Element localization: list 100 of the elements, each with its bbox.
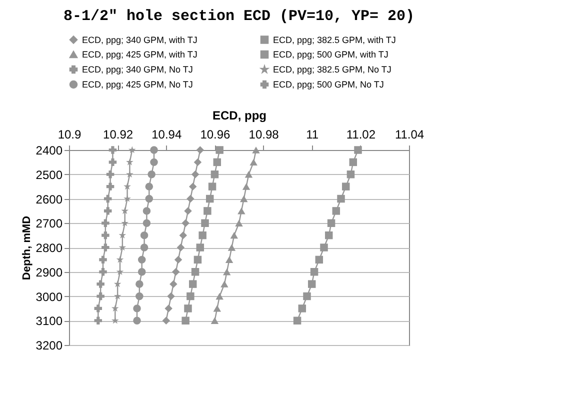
point (225, 256, 234, 264)
legend-label: ECD, ppg; 382.5 GPM, No TJ (273, 64, 392, 74)
point (140, 231, 148, 240)
x-tick-label: 10.9 (58, 128, 82, 142)
point (220, 280, 228, 288)
point (104, 194, 112, 203)
point (102, 244, 110, 252)
chart-title: 8-1/2" hole section ECD (PV=10, YP= 20) (63, 8, 415, 25)
point (191, 268, 200, 276)
point (126, 158, 134, 166)
legend-label: ECD, ppg; 425 GPM, No TJ (82, 80, 193, 90)
x-tick-label: 11 (306, 128, 319, 142)
y-tick-label: 2700 (36, 216, 63, 231)
point (210, 317, 219, 324)
point (94, 304, 102, 312)
y-tick-label: 3100 (36, 314, 63, 328)
point (216, 292, 224, 300)
point (99, 268, 107, 276)
point (320, 244, 328, 252)
point (208, 182, 216, 190)
point (332, 207, 340, 215)
point (102, 219, 110, 227)
point (308, 280, 316, 288)
legend-label: ECD, ppg; 425 GPM, with TJ (82, 50, 198, 60)
legend-label: ECD, ppg; 340 GPM, No TJ (82, 64, 193, 74)
point (106, 170, 114, 178)
point (167, 292, 175, 300)
point (140, 244, 148, 252)
point (142, 207, 151, 215)
point (162, 316, 170, 324)
point (174, 256, 182, 264)
x-tick-label: 10.96 (200, 128, 231, 142)
legend-label: ECD, ppg; 500 GPM, No TJ (273, 80, 384, 90)
point (194, 158, 202, 166)
point (172, 268, 180, 276)
point (179, 231, 188, 240)
point (94, 316, 102, 324)
point (176, 244, 185, 252)
point (201, 219, 209, 227)
point (182, 316, 190, 324)
point (128, 146, 136, 154)
x-tick-label: 10.92 (103, 128, 134, 142)
y-tick-label: 3000 (36, 290, 63, 304)
point (136, 280, 144, 288)
point (184, 207, 192, 215)
point (148, 170, 156, 178)
point (346, 170, 355, 178)
point (164, 304, 172, 312)
x-tick-label: 10.94 (152, 128, 182, 142)
point (342, 182, 350, 190)
point (228, 244, 236, 251)
point (238, 208, 246, 214)
point (196, 244, 204, 252)
point (116, 256, 124, 263)
legend-label: ECD, ppg; 500 GPM, with TJ (273, 50, 388, 60)
point (310, 268, 318, 276)
point (252, 146, 260, 154)
point (327, 219, 336, 227)
point (145, 194, 154, 203)
legend-label: ECD, ppg; 382.5 GPM, with TJ (273, 34, 396, 45)
point (303, 292, 311, 300)
point (108, 146, 117, 154)
y-tick-label: 2800 (36, 241, 63, 255)
point (126, 170, 134, 178)
point (242, 183, 250, 190)
point (114, 280, 122, 288)
point (106, 182, 114, 190)
point (184, 304, 192, 312)
y-tick-label: 2600 (36, 192, 63, 206)
point (349, 158, 358, 166)
y-tick-label: 2400 (36, 144, 63, 158)
x-tick-label: 10.98 (248, 128, 280, 142)
point (198, 231, 206, 240)
point (108, 158, 117, 166)
point (293, 316, 302, 324)
point (191, 170, 200, 178)
point (213, 158, 222, 166)
point (133, 304, 141, 312)
point (186, 292, 194, 300)
point (96, 280, 104, 288)
point (150, 146, 158, 154)
point (230, 232, 238, 239)
point (138, 268, 146, 276)
point (133, 316, 141, 324)
point (142, 219, 151, 227)
point (206, 194, 214, 203)
y-tick-label: 3200 (36, 338, 63, 352)
legend-label: ECD, ppg; 340 GPM, with TJ (82, 34, 198, 45)
x-tick-label: 11.02 (346, 128, 376, 142)
point (354, 146, 362, 154)
point (150, 158, 158, 166)
point (222, 268, 231, 276)
point (124, 182, 131, 190)
point (121, 207, 129, 214)
point (315, 256, 324, 264)
point (240, 195, 248, 202)
point (194, 256, 202, 264)
point (136, 292, 144, 300)
point (170, 280, 178, 288)
point (111, 304, 119, 312)
